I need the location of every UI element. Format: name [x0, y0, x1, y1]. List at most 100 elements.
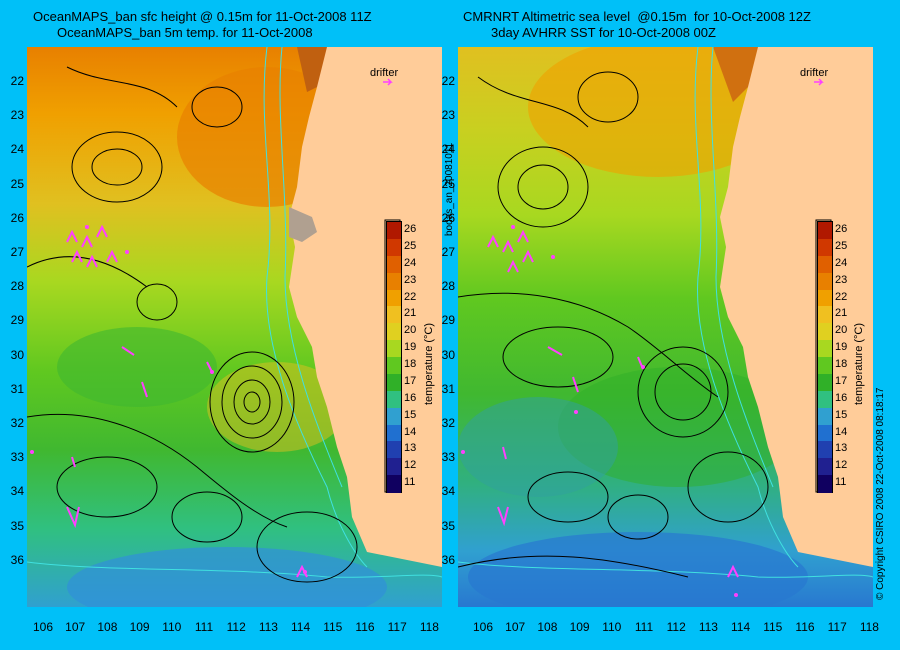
colorbar-tick-label: 13 [404, 442, 417, 455]
right-colorbar-fill [817, 221, 833, 493]
colorbar-tick-label: 20 [835, 324, 848, 337]
colorbar-tick-label: 18 [835, 358, 848, 370]
lon-tick-label: 115 [763, 620, 783, 634]
colorbar-segment [818, 357, 832, 375]
colorbar-tick-label: 20 [404, 324, 417, 337]
lat-tick-label: 29 [10, 313, 24, 328]
lon-tick-label: 117 [387, 620, 407, 634]
lat-tick-label: 24 [441, 142, 455, 157]
colorbar-tick-label: 22 [404, 290, 417, 303]
colorbar-segment [818, 407, 832, 425]
colorbar-tick-label: 18 [404, 358, 417, 370]
lon-tick-label: 107 [505, 620, 526, 634]
lat-tick-label: 35 [441, 518, 455, 533]
colorbar-tick-label: 15 [404, 408, 417, 421]
colorbar-segment [818, 373, 832, 392]
colorbar-tick-label: 11 [835, 476, 847, 489]
lat-tick-label: 27 [10, 245, 24, 259]
lat-tick-label: 23 [10, 108, 24, 123]
lon-tick-label: 111 [634, 620, 654, 634]
colorbar-segment [387, 222, 401, 240]
lon-tick-label: 108 [537, 620, 558, 634]
colorbar-segment [387, 424, 401, 442]
colorbar-segment [818, 272, 832, 290]
copyright-side-text: © Copyright CSIRO 2008 22-Oct-2008 08:18… [875, 387, 886, 601]
colorbar-segment [387, 306, 401, 324]
lat-tick-label: 34 [441, 484, 455, 499]
colorbar-segment [387, 390, 401, 409]
lon-tick-label: 113 [698, 620, 718, 634]
lat-tick-label: 36 [10, 552, 24, 567]
colorbar-tick-label: 17 [404, 374, 417, 387]
left-map-panel [27, 47, 442, 607]
colorbar-segment [387, 441, 401, 459]
colorbar-tick-label: 12 [404, 459, 417, 472]
lat-tick-label: 25 [10, 176, 24, 191]
colorbar-tick-label: 26 [404, 223, 417, 235]
lon-tick-label: 116 [795, 620, 815, 634]
colorbar-segment [818, 306, 832, 324]
lat-tick-label: 32 [441, 416, 455, 430]
lat-tick-label: 32 [10, 416, 24, 430]
lat-tick-label: 33 [441, 450, 455, 465]
lon-tick-label: 114 [291, 620, 311, 634]
colorbar-segment [818, 323, 832, 341]
lon-tick-label: 106 [472, 620, 494, 634]
lat-tick-label: 30 [10, 347, 24, 362]
right-drifter-label: drifter [800, 67, 829, 79]
lat-tick-label: 31 [10, 381, 24, 396]
colorbar-tick-label: 26 [835, 223, 848, 235]
colorbar-segment [818, 475, 832, 493]
colorbar-tick-label: 15 [835, 408, 848, 421]
colorbar-tick-label: 14 [835, 425, 848, 438]
lon-tick-label: 109 [129, 620, 150, 634]
colorbar-tick-label: 23 [835, 273, 848, 286]
colorbar-tick-label: 17 [835, 374, 848, 387]
colorbar-tick-label: 19 [404, 341, 417, 354]
lon-tick-label: 112 [666, 620, 686, 634]
colorbar-segment [387, 255, 401, 274]
lat-tick-label: 34 [10, 484, 24, 499]
colorbar-tick-label: 11 [404, 476, 416, 489]
lat-tick-label: 30 [441, 347, 455, 362]
lat-tick-label: 28 [441, 279, 455, 294]
colorbar-segment [387, 323, 401, 341]
lat-tick-label: 29 [441, 313, 455, 328]
right-title-line2: 3day AVHRR SST for 10-Oct-2008 00Z [491, 25, 716, 40]
lon-tick-label: 107 [65, 620, 86, 634]
colorbar-tick-label: 25 [835, 239, 848, 252]
lon-tick-label: 112 [226, 620, 246, 634]
left-title-line1: OceanMAPS_ban sfc height @ 0.15m for 11-… [33, 9, 372, 24]
lat-tick-label: 31 [441, 381, 455, 396]
colorbar-segment [818, 222, 832, 240]
lat-tick-label: 22 [10, 74, 24, 88]
lat-tick-label: 26 [10, 210, 24, 225]
lon-tick-label: 118 [419, 620, 439, 634]
colorbar-tick-label: 14 [404, 425, 417, 438]
lon-tick-label: 115 [323, 620, 343, 634]
colorbar-tick-label: 24 [835, 256, 848, 269]
colorbar-segment [818, 255, 832, 274]
colorbar-segment [387, 238, 401, 257]
lon-tick-label: 106 [32, 620, 54, 634]
colorbar-segment [387, 340, 401, 358]
lat-tick-label: 23 [441, 108, 455, 123]
colorbar-segment [387, 458, 401, 476]
right-map-panel [458, 47, 873, 607]
lat-tick-label: 36 [441, 552, 455, 567]
colorbar-tick-label: 13 [835, 442, 848, 455]
left-map [27, 47, 442, 607]
colorbar-tick-label: 21 [835, 307, 848, 320]
lat-tick-label: 26 [441, 210, 455, 225]
colorbar-tick-label: 22 [835, 290, 848, 303]
colorbar-segment [387, 373, 401, 392]
colorbar-segment [387, 357, 401, 375]
lon-tick-label: 116 [355, 620, 375, 634]
lon-tick-label: 110 [162, 620, 182, 634]
colorbar-tick-label: 12 [835, 459, 848, 472]
colorbar-tick-label: 23 [404, 273, 417, 286]
colorbar-tick-label: 16 [835, 391, 848, 404]
colorbar-segment [818, 424, 832, 442]
colorbar-segment [387, 407, 401, 425]
colorbar-segment [818, 458, 832, 476]
